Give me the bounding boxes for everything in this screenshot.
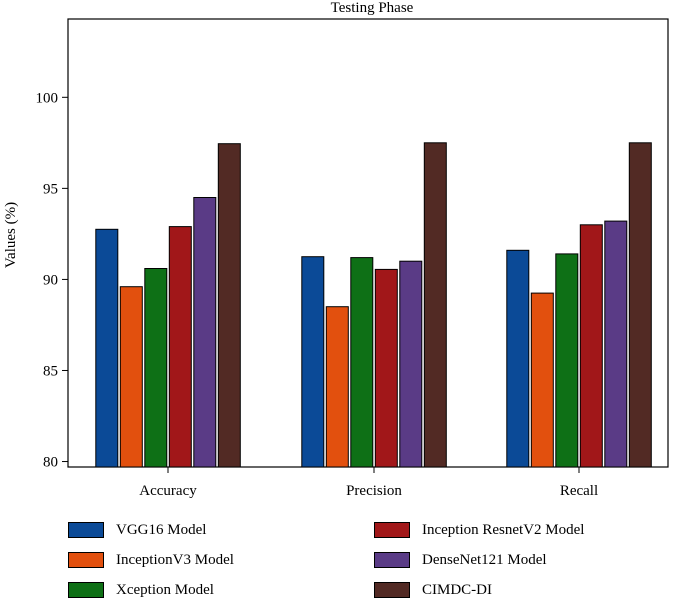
bar-vgg16-model-precision xyxy=(301,256,325,468)
bar-inceptionv3-model-accuracy xyxy=(119,286,143,468)
y-axis: 80 85 90 95 100 xyxy=(36,90,68,471)
y-tick-label: 80 xyxy=(43,455,58,471)
y-axis-label: Values (%) xyxy=(3,202,19,268)
bar-inceptionv3-model-precision xyxy=(325,306,349,468)
x-axis: Accuracy Precision Recall xyxy=(139,467,598,499)
bar-densenet121-model-recall xyxy=(604,220,628,468)
y-tick-label: 95 xyxy=(43,181,58,197)
y-tick-label: 85 xyxy=(43,363,58,379)
chart-title: Testing Phase xyxy=(331,0,414,16)
bar-xception-model-precision xyxy=(350,257,374,468)
bar-densenet121-model-precision xyxy=(399,260,423,468)
bar-series-group xyxy=(95,142,652,468)
bar-vgg16-model-recall xyxy=(506,249,530,468)
bar-xception-model-accuracy xyxy=(144,268,168,468)
x-tick-label-precision: Precision xyxy=(346,483,402,499)
bar-inception-resnetv2-model-precision xyxy=(374,268,398,468)
bar-inception-resnetv2-model-recall xyxy=(579,224,603,468)
bar-vgg16-model-accuracy xyxy=(95,228,119,468)
x-tick-label-recall: Recall xyxy=(560,483,598,499)
bar-inception-resnetv2-model-accuracy xyxy=(168,226,192,468)
x-tick-label-accuracy: Accuracy xyxy=(139,483,197,499)
y-tick-label: 90 xyxy=(43,272,58,288)
bar-inceptionv3-model-recall xyxy=(530,292,554,468)
bar-cimdc-di-accuracy xyxy=(217,143,241,468)
bar-densenet121-model-accuracy xyxy=(193,197,217,468)
y-tick-label: 100 xyxy=(36,90,59,106)
bar-cimdc-di-recall xyxy=(628,142,652,468)
bar-xception-model-recall xyxy=(555,253,579,468)
bar-cimdc-di-precision xyxy=(423,142,447,468)
